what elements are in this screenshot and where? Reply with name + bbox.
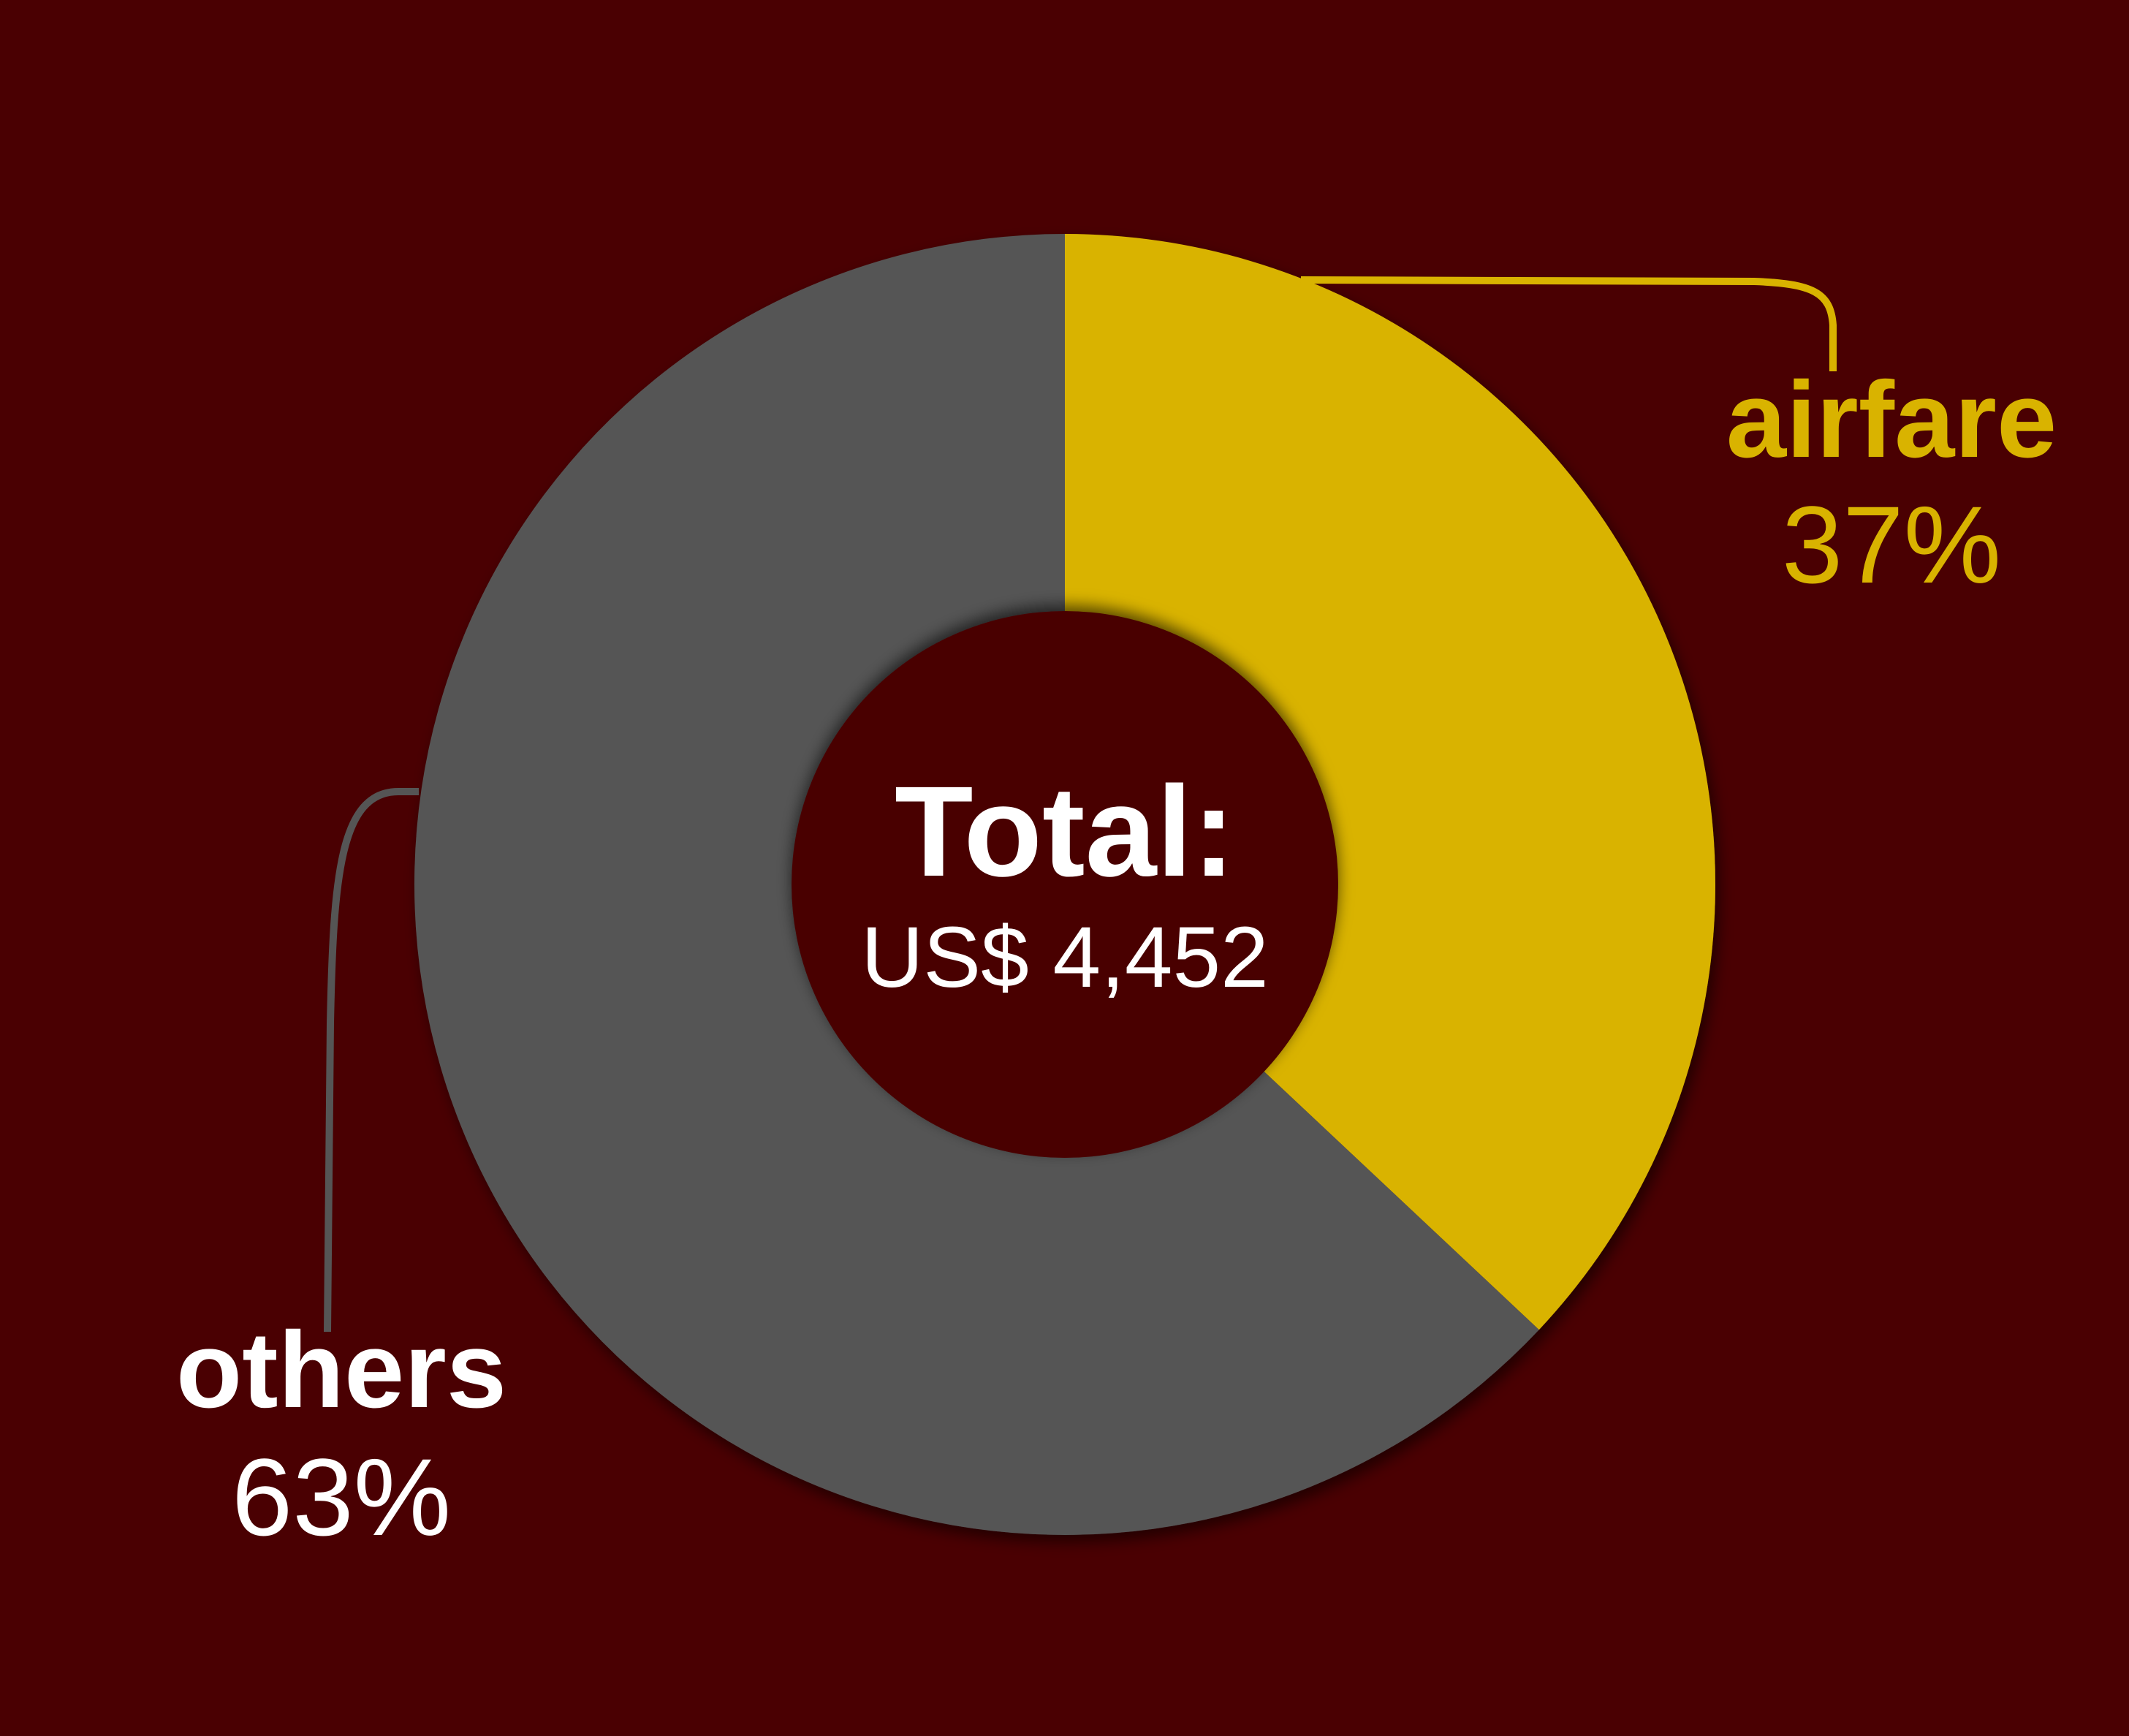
leader-line-others: [324, 788, 419, 1333]
slice-percent-airfare: 37%: [1782, 483, 2001, 606]
center-total-title: Total:: [895, 760, 1235, 903]
donut-hole: [792, 611, 1338, 1158]
slice-label-others: others: [176, 1310, 506, 1430]
slice-percent-others: 63%: [232, 1436, 451, 1558]
slice-label-airfare: airfare: [1726, 360, 2057, 480]
leader-line-airfare: [1300, 276, 1837, 371]
center-total-value: US$ 4,452: [861, 909, 1269, 1006]
slice-airfare: [1065, 234, 1715, 1330]
